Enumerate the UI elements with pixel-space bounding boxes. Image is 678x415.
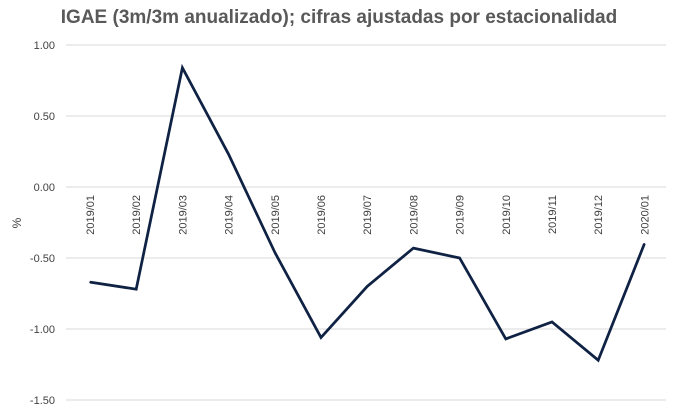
x-tick-label: 2019/01 — [85, 195, 97, 235]
x-tick-label: 2019/06 — [316, 195, 328, 235]
data-point — [597, 359, 599, 362]
y-tick-label: 0.50 — [34, 111, 55, 123]
y-tick-label: -1.50 — [30, 395, 55, 407]
y-tick-label: -0.50 — [30, 253, 55, 265]
y-tick-label: 1.00 — [34, 40, 55, 52]
y-tick-label: -1.00 — [30, 324, 55, 336]
y-tick-label: 0.00 — [34, 182, 55, 194]
x-tick-label: 2019/10 — [501, 195, 513, 235]
data-point — [551, 321, 553, 323]
x-tick-label: 2019/05 — [270, 195, 282, 235]
data-point — [320, 336, 322, 339]
data-point — [274, 251, 276, 254]
chart-title: IGAE (3m/3m anualizado); cifras ajustada… — [60, 7, 618, 28]
x-tick-label: 2019/09 — [455, 195, 467, 235]
y-axis-ticks: 1.00 0.50 0.00 -0.50 -1.00 -1.50 — [30, 40, 55, 407]
x-tick-label: 2019/03 — [177, 195, 189, 235]
gridlines — [66, 44, 666, 401]
y-axis-label: % — [10, 217, 24, 228]
data-point — [181, 66, 184, 69]
series-layer — [89, 63, 646, 363]
data-point — [135, 288, 137, 291]
x-tick-label: 2019/08 — [408, 195, 420, 235]
data-point — [643, 243, 646, 245]
x-tick-label: 2019/07 — [362, 195, 374, 235]
x-tick-label: 2019/12 — [593, 195, 605, 235]
data-point — [505, 338, 507, 340]
data-point — [412, 247, 415, 249]
data-point — [89, 281, 91, 283]
data-point — [227, 153, 230, 156]
data-point — [366, 285, 369, 288]
data-point — [458, 257, 461, 259]
x-tick-label: 2020/01 — [639, 195, 651, 235]
x-axis-ticks: 2019/01 2019/02 2019/03 2019/04 2019/05 2019/… — [85, 195, 651, 235]
x-tick-label: 2019/02 — [131, 195, 143, 235]
x-tick-label: 2019/11 — [547, 195, 559, 234]
x-tick-label: 2019/04 — [224, 195, 236, 235]
